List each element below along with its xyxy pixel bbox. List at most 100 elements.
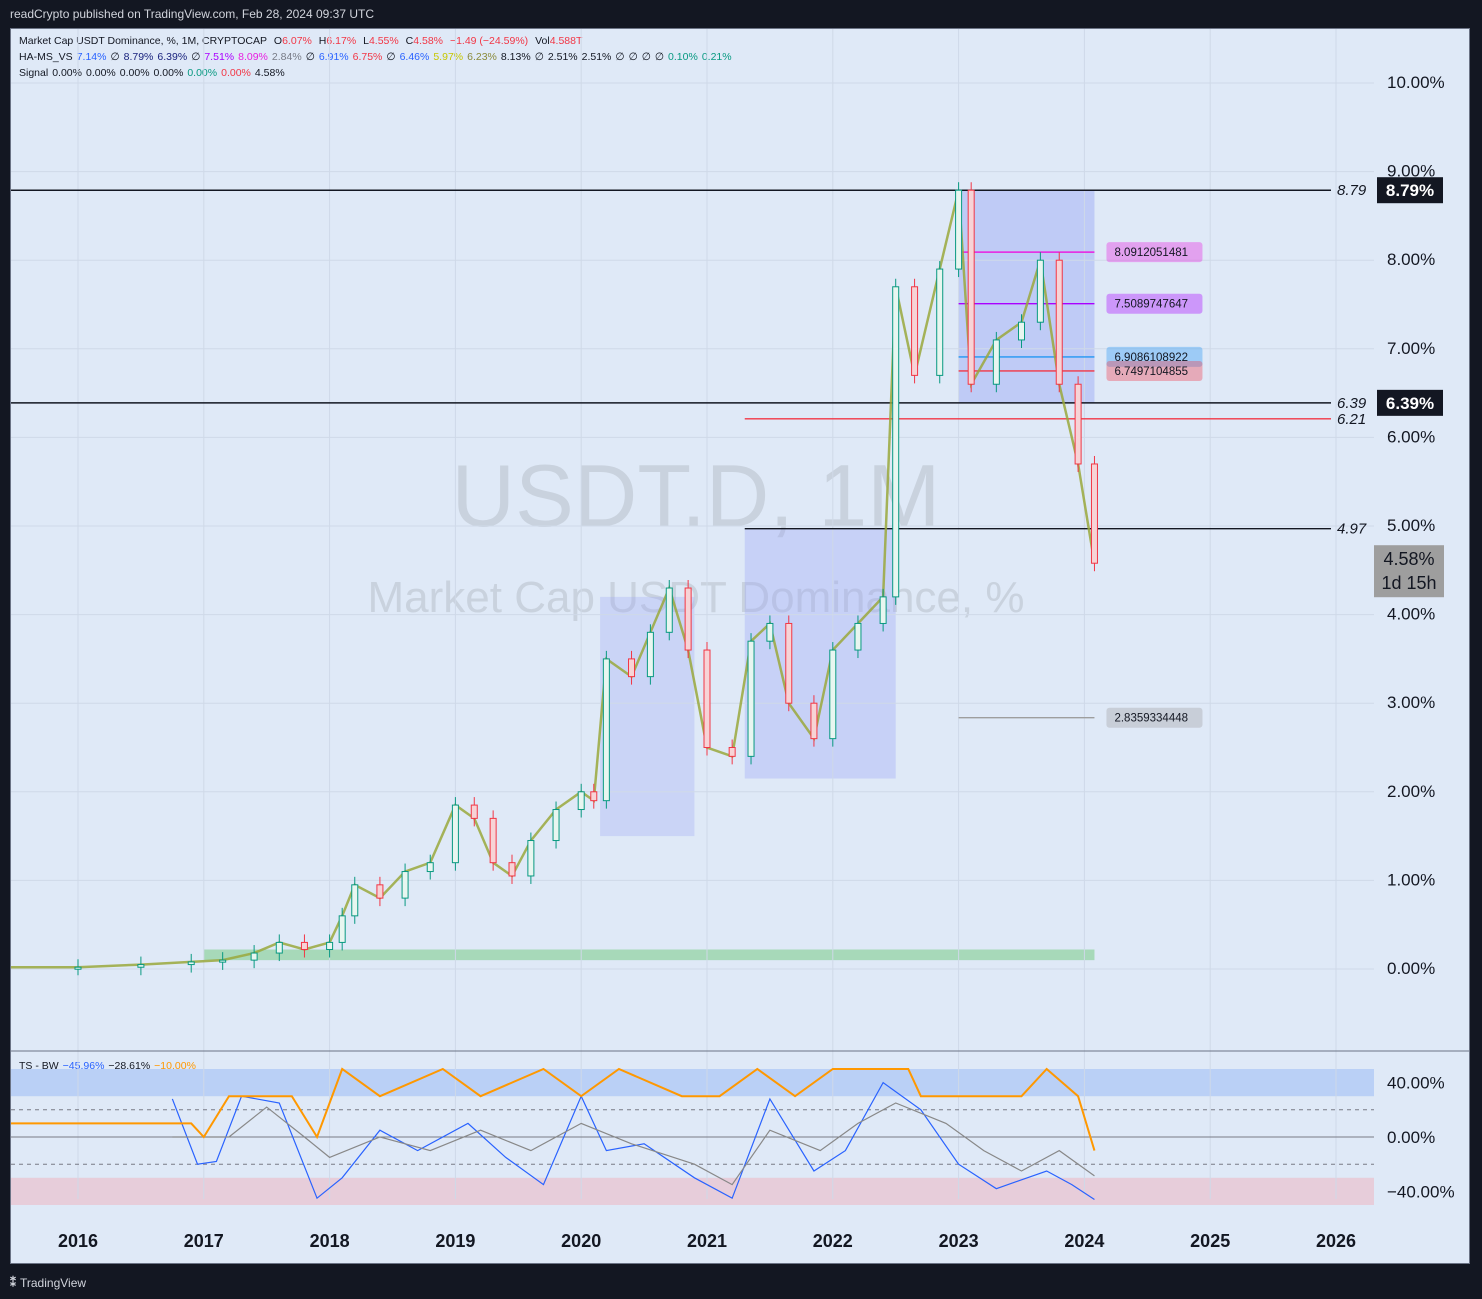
last-price-value: 4.58% xyxy=(1383,549,1434,569)
candle xyxy=(74,966,82,970)
legend-high: H6.17% xyxy=(318,35,357,47)
candle xyxy=(854,622,862,651)
hams-values-item: 0.10% xyxy=(668,51,698,63)
hams-values-item: 6.75% xyxy=(352,51,383,63)
candle xyxy=(1074,383,1082,465)
hams-values-item: ∅ xyxy=(110,51,120,63)
hams-legend: HA-MS_VS 7.14% ∅ 8.79% 6.39% ∅ 7.51% 8.09% 2.84%… xyxy=(19,51,740,63)
hams-values-item: ∅ xyxy=(386,51,396,63)
hams-values-item: ∅ xyxy=(654,51,665,63)
price-tick-label: 5.00% xyxy=(1387,516,1435,535)
candle xyxy=(187,961,195,966)
time-tick-label: 2017 xyxy=(184,1231,224,1251)
candle xyxy=(646,631,654,678)
legend-volume: Vol4.588T xyxy=(535,35,583,47)
candle xyxy=(508,862,516,877)
level-tag-text: 2.8359334448 xyxy=(1114,713,1188,725)
candle xyxy=(829,649,837,740)
hams-name: HA-MS_VS xyxy=(19,51,73,63)
legend-title: Market Cap USDT Dominance, %, 1M, CRYPTO… xyxy=(19,35,267,47)
candle xyxy=(602,658,610,802)
candle xyxy=(527,840,535,877)
candle xyxy=(892,286,900,598)
osc-tick-label: 40.00% xyxy=(1387,1074,1445,1093)
tradingview-logo-icon[interactable]: ⁑ xyxy=(10,1275,16,1290)
time-tick-label: 2025 xyxy=(1190,1231,1230,1251)
hams-values-item: 7.51% xyxy=(204,51,235,63)
level-label: 6.39 xyxy=(1337,395,1367,412)
legend-close: C4.58% xyxy=(405,35,444,47)
candle xyxy=(137,964,145,968)
grid xyxy=(11,29,1469,1199)
candle xyxy=(955,189,963,270)
level-tag xyxy=(1106,242,1203,263)
legend-change: −1.49 (−24.59%) xyxy=(449,35,529,47)
candle xyxy=(747,640,755,757)
signal-values-item: 4.58% xyxy=(254,67,285,79)
candle xyxy=(810,702,818,740)
hams-values-item: ∅ xyxy=(305,51,315,63)
candle xyxy=(879,596,887,624)
legend-low: L4.55% xyxy=(363,35,399,47)
candle xyxy=(1018,321,1025,341)
chart-frame[interactable]: Market Cap USDT Dominance, %, 1M, CRYPTO… xyxy=(10,28,1470,1264)
level-tag xyxy=(1106,346,1203,367)
level-tag xyxy=(1106,360,1203,381)
time-tick-label: 2024 xyxy=(1064,1231,1104,1251)
candle xyxy=(590,791,598,802)
support-band xyxy=(203,949,1095,961)
hams-values-item: 2.84% xyxy=(271,51,302,63)
time-tick-label: 2020 xyxy=(561,1231,601,1251)
price-tick-label: 7.00% xyxy=(1387,339,1435,358)
hams-values-item: 8.09% xyxy=(238,51,268,63)
price-tick-label: 9.00% xyxy=(1387,162,1435,181)
chart-canvas[interactable]: USDT.D, 1M Market Cap USDT Dominance, % … xyxy=(11,29,1469,1263)
level-badge xyxy=(1377,389,1443,416)
decorations xyxy=(11,190,1374,1205)
candle xyxy=(451,804,459,864)
signal-name: Signal xyxy=(19,67,49,79)
published-text: readCrypto published on TradingView.com,… xyxy=(10,7,374,21)
signal-values-item: 0.00% xyxy=(85,67,116,79)
last-price-badge xyxy=(1374,545,1444,598)
price-tick-label: 2.00% xyxy=(1387,782,1435,801)
price-tick-label: 0.00% xyxy=(1387,959,1435,978)
watermark-name: Market Cap USDT Dominance, % xyxy=(368,573,1025,622)
candle xyxy=(351,884,359,917)
candle xyxy=(911,286,919,376)
price-tick-label: 3.00% xyxy=(1387,693,1435,712)
candle xyxy=(470,804,478,819)
last-price-countdown: 1d 15h xyxy=(1381,573,1436,593)
horizontal-levels[interactable]: 8.79 8.79% 6.39 6.39% 6.21 4.97 8.0912051481 7.… xyxy=(11,177,1443,728)
candle xyxy=(219,959,227,963)
price-axis[interactable]: 0.00% 1.00% 2.00% 3.00% 4.00% 5.00% 6.00% 7.00%… xyxy=(1374,73,1455,1201)
candle xyxy=(992,339,1000,385)
candle xyxy=(766,622,774,642)
signal-values-item: 0.00% xyxy=(119,67,150,79)
candle xyxy=(401,871,409,899)
hams-values: 7.14% ∅ 8.79% 6.39% ∅ 7.51% 8.09% 2.84% ∅ 6.91% 6.… xyxy=(77,51,736,63)
footer: ⁑ TradingView xyxy=(0,1266,1482,1299)
price-series xyxy=(11,182,1098,976)
hams-values-item: 2.51% xyxy=(581,51,612,63)
main-legend: Market Cap USDT Dominance, %, 1M, CRYPTO… xyxy=(19,35,586,47)
price-tick-label: 6.00% xyxy=(1387,427,1435,446)
price-tick-label: 4.00% xyxy=(1387,605,1435,624)
level-badge-text: 8.79% xyxy=(1386,181,1434,200)
overbought-band xyxy=(11,1069,1374,1097)
time-axis[interactable]: 2016 2017 2018 2019 2020 2021 2022 2023 2024 2025… xyxy=(58,1231,1356,1251)
hams-values-item: ∅ xyxy=(641,51,651,63)
level-label: 6.21 xyxy=(1337,411,1366,428)
signal-values-item: 0.00% xyxy=(52,67,82,79)
oscillator-pane xyxy=(11,1067,1374,1201)
time-tick-label: 2023 xyxy=(939,1231,979,1251)
hams-values-item: ∅ xyxy=(191,51,201,63)
time-tick-label: 2022 xyxy=(813,1231,853,1251)
signal-legend: Signal 0.00% 0.00% 0.00% 0.00% 0.00% 0.00% 4.58… xyxy=(19,67,293,79)
level-tag-text: 7.5089747647 xyxy=(1114,299,1188,311)
osc-series-line xyxy=(171,1081,1095,1201)
candle xyxy=(1090,463,1098,564)
hams-values-item: 6.23% xyxy=(467,51,497,63)
candle xyxy=(1055,259,1063,385)
candle xyxy=(338,915,346,943)
